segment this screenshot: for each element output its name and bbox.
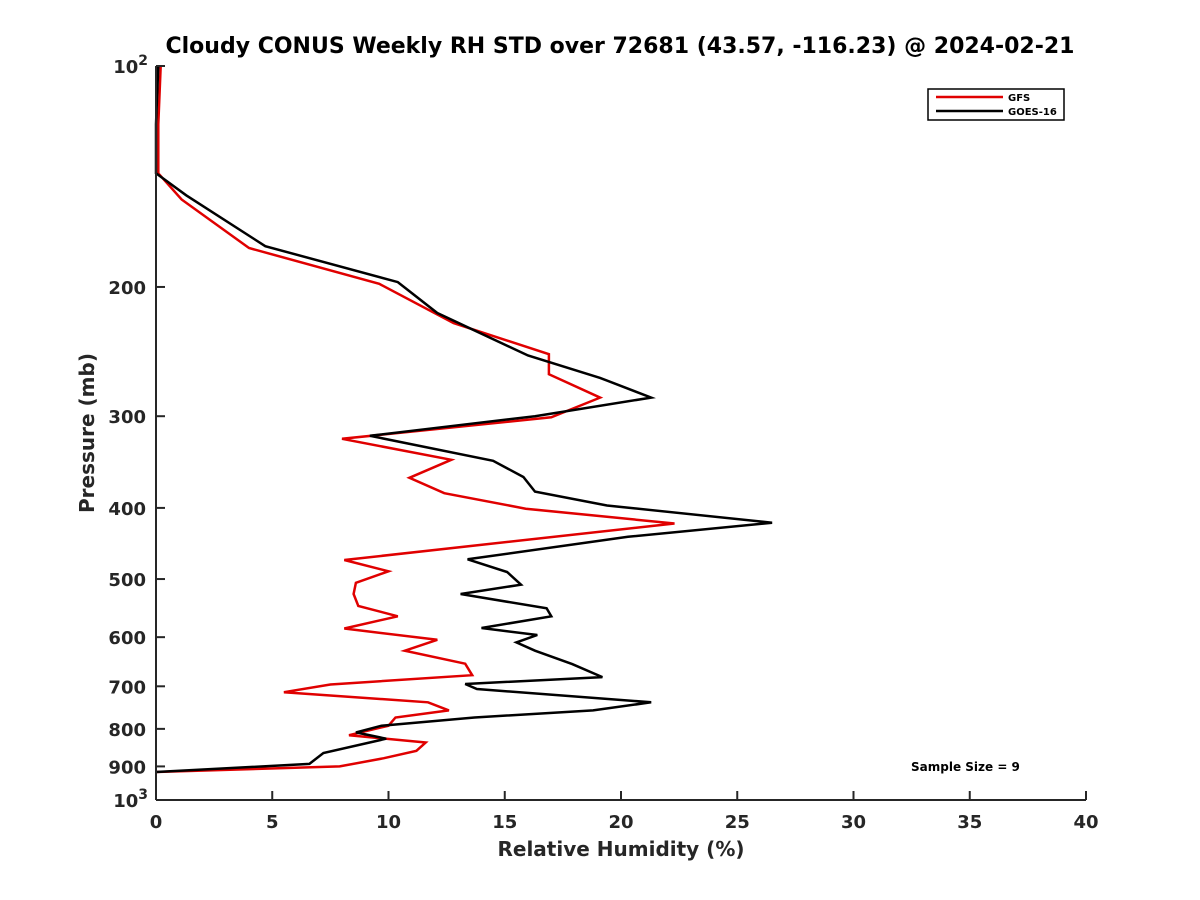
- y-tick-label: 600: [108, 628, 146, 649]
- x-axis-label: Relative Humidity (%): [497, 837, 744, 861]
- x-tick-label: 15: [492, 812, 517, 833]
- plot-background: [156, 66, 1086, 800]
- x-tick-label: 5: [266, 812, 279, 833]
- y-tick-label: 300: [108, 407, 146, 428]
- y-tick-label: 500: [108, 570, 146, 591]
- y-axis-label: Pressure (mb): [75, 353, 99, 513]
- legend-box: [927, 88, 1065, 121]
- plot-area: [156, 66, 1086, 800]
- x-tick-label: 40: [1073, 812, 1098, 833]
- series-line-gfs: [155, 65, 675, 774]
- x-tick-label: 10: [376, 812, 401, 833]
- chart-title: Cloudy CONUS Weekly RH STD over 72681 (4…: [166, 34, 1075, 59]
- legend-label-gfs: GFS: [1008, 93, 1030, 104]
- x-axis-ticks: 0 5 10 15 20 25 30 35 40: [150, 791, 1099, 833]
- y-axis-ticks: 102 200 300 400 500 600 700 800 900 103: [108, 53, 165, 812]
- x-tick-label: 35: [957, 812, 982, 833]
- sample-size-annotation: Sample Size = 9: [911, 760, 1020, 774]
- series-line-goes-16: [154, 65, 773, 774]
- legend-label-goes16: GOES-16: [1008, 107, 1057, 118]
- x-tick-label: 0: [150, 812, 163, 833]
- x-tick-label: 25: [725, 812, 750, 833]
- y-tick-label: 700: [108, 677, 146, 698]
- y-tick-label: 900: [108, 757, 146, 778]
- y-tick-label: 200: [108, 278, 146, 299]
- y-tick-label: 103: [113, 787, 148, 812]
- x-tick-label: 30: [841, 812, 866, 833]
- y-tick-label: 400: [108, 499, 146, 520]
- series-layer: [154, 65, 773, 774]
- legend: GFS GOES-16: [927, 88, 1065, 121]
- x-tick-label: 20: [608, 812, 633, 833]
- y-tick-label: 102: [113, 53, 148, 78]
- y-tick-label: 800: [108, 720, 146, 741]
